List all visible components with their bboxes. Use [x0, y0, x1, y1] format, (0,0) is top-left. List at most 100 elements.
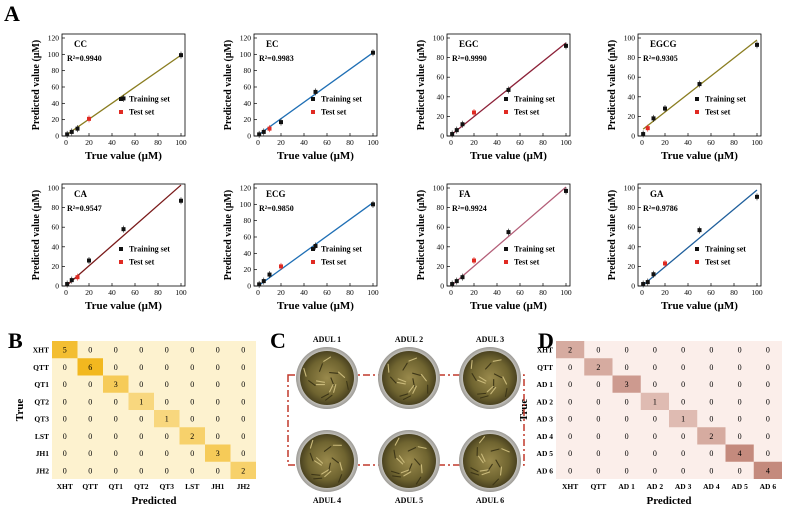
x-tick-label: 100	[175, 288, 187, 297]
x-axis-label: True value (μM)	[277, 300, 354, 312]
column-label: AD 3	[675, 482, 692, 491]
matrix-cell-value: 0	[139, 363, 143, 372]
y-tick-label: 100	[48, 50, 60, 59]
plot-frame	[253, 183, 378, 287]
matrix-cell-value: 0	[165, 466, 169, 475]
matrix-cell-value: 0	[165, 380, 169, 389]
matrix-cell-value: 0	[625, 415, 629, 424]
leaf-strand	[397, 378, 407, 383]
x-tick-label: 20	[85, 138, 93, 147]
matrix-cell-value: 0	[88, 380, 92, 389]
training-point	[755, 194, 759, 199]
y-tick-label: 80	[628, 53, 636, 62]
leaf-strand	[319, 363, 323, 372]
matrix-cell-value: 0	[766, 449, 770, 458]
matrix-cell-value: 0	[114, 346, 118, 355]
x-tick-label: 60	[131, 138, 139, 147]
matrix-cell-value: 0	[241, 363, 245, 372]
column-label: LST	[185, 482, 199, 491]
y-tick-label: 100	[624, 34, 636, 43]
matrix-cell-value: 0	[139, 346, 143, 355]
diagonal-cell	[128, 392, 154, 410]
tea-sample-photo: ADUL 4	[296, 430, 358, 505]
x-tick-label: 0	[449, 288, 453, 297]
tea-sample-photo: ADUL 3	[459, 335, 521, 409]
matrix-cell-value: 0	[653, 415, 657, 424]
matrix-cell-value: 0	[241, 346, 245, 355]
training-point	[697, 82, 702, 87]
leaf-strand	[311, 473, 321, 476]
x-tick-label: 60	[707, 288, 715, 297]
matrix-cell-value: 0	[681, 432, 685, 441]
scatter-panel-cc: 0 20 40 60 80 100 0 20 40 60 80 100 120 CC R²=0.9940 Tr…	[31, 34, 187, 163]
leaf-strand	[471, 373, 477, 381]
test-point	[472, 258, 476, 263]
legend-swatch-test	[504, 260, 508, 264]
matrix-cell-value: 2	[190, 432, 194, 441]
x-tick-label: 0	[64, 138, 68, 147]
legend-swatch-test	[119, 260, 123, 264]
training-point	[697, 228, 702, 233]
matrix-cell-value: 0	[596, 397, 600, 406]
training-point	[564, 43, 568, 48]
subplot-title: FA	[459, 189, 471, 199]
training-point	[460, 275, 465, 280]
diagonal-cell	[556, 341, 585, 359]
matrix-cell-value: 0	[190, 449, 194, 458]
leaf-strand	[478, 436, 486, 444]
matrix-cell-value: 4	[738, 449, 742, 458]
matrix-cell-value: 0	[114, 432, 118, 441]
y-tick-label: 40	[628, 92, 636, 101]
panel-label-c: C	[270, 328, 286, 353]
leaf-strand	[477, 379, 486, 384]
y-tick-label: 80	[628, 203, 636, 212]
leaf-strand	[396, 457, 404, 465]
matrix-cell-value: 0	[709, 415, 713, 424]
leaf-strand	[338, 371, 346, 378]
y-tick-label: 80	[437, 53, 445, 62]
r-squared-label: R²=0.9850	[259, 204, 294, 213]
y-tick-label: 80	[437, 203, 445, 212]
panel-d-confusion-matrix: 2 0 0 0 0 0 0 0 0 2 0 0 0 0 0 0 0 0 3 0 0 0 0 0 0 0 0 1 0 0 0 0 0 0 0 0 1 0 0 0…	[518, 341, 782, 507]
training-point	[313, 89, 318, 94]
plot-frame	[61, 33, 186, 137]
matrix-cell-value: 0	[709, 380, 713, 389]
x-tick-label: 20	[661, 138, 669, 147]
x-tick-label: 0	[640, 288, 644, 297]
column-label: AD 6	[760, 482, 777, 491]
matrix-cell-value: 0	[190, 363, 194, 372]
y-tick-label: 100	[240, 50, 252, 59]
leaf-strand	[408, 385, 415, 393]
matrix-cell-value: 0	[63, 432, 67, 441]
x-axis-label: True value (μM)	[85, 300, 162, 312]
y-axis-label: Predicted value (μM)	[607, 40, 618, 130]
matrix-cell-value: 2	[241, 466, 245, 475]
leaf-strand	[420, 373, 427, 382]
y-tick-label: 60	[437, 73, 445, 82]
leaf-strand	[396, 381, 406, 385]
leaf-strand	[478, 376, 487, 382]
training-point	[651, 272, 656, 277]
leaf-strand	[481, 453, 486, 462]
matrix-cell-value: 0	[63, 380, 67, 389]
y-axis-label: Predicted value (μM)	[607, 190, 618, 280]
leaf-strand	[478, 455, 484, 464]
r-squared-label: R²=0.9305	[643, 54, 678, 63]
plot-frame	[637, 33, 762, 137]
matrix-cell-value: 0	[165, 397, 169, 406]
r-squared-label: R²=0.9924	[452, 204, 487, 213]
matrix-cell-value: 0	[88, 397, 92, 406]
leaf-strand	[470, 471, 480, 476]
column-label: JH1	[211, 482, 225, 491]
legend-label-training: Training set	[705, 245, 746, 254]
y-tick-label: 20	[628, 262, 636, 271]
fit-line	[641, 189, 758, 287]
row-label: QT1	[34, 380, 49, 389]
matrix-cell-value: 0	[709, 397, 713, 406]
matrix-cell-value: 0	[190, 415, 194, 424]
leaf-strand	[316, 457, 324, 464]
legend-swatch-test	[695, 110, 699, 114]
matrix-cell-value: 0	[738, 466, 742, 475]
matrix-cell-value: 0	[88, 466, 92, 475]
training-point	[75, 126, 80, 131]
